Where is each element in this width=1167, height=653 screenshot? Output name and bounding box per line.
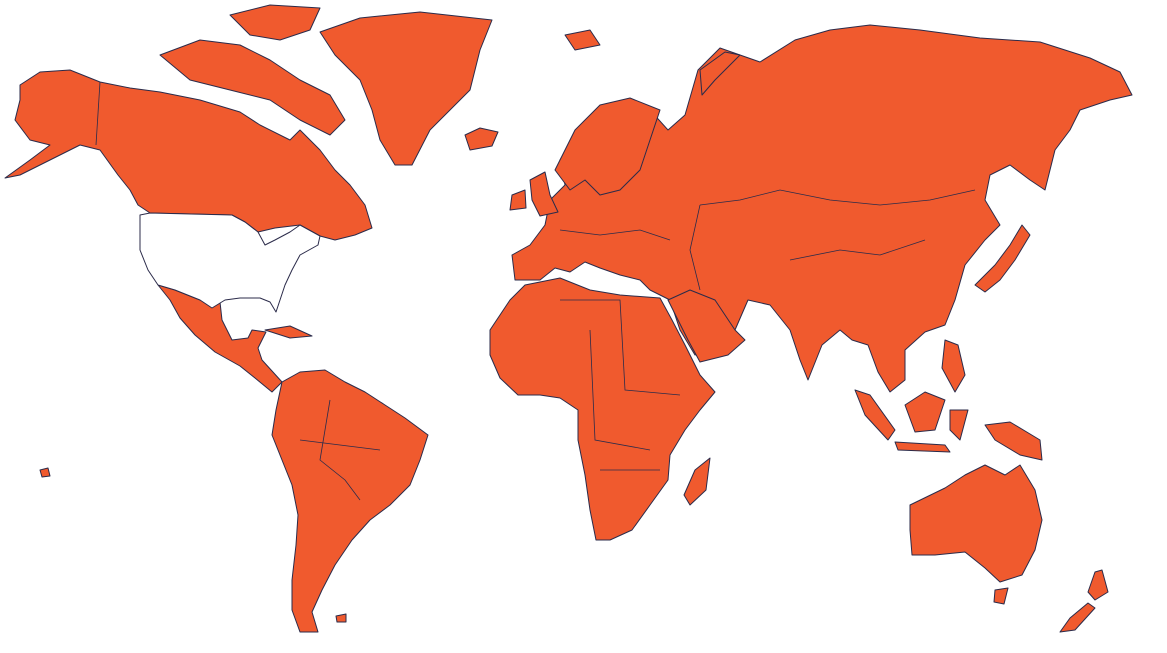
- region-sulawesi: [949, 409, 969, 441]
- region-new-zealand-north: [1087, 569, 1109, 601]
- region-tasmania: [993, 587, 1009, 605]
- country-borders: [95, 81, 976, 501]
- region-united-states: [139, 212, 321, 313]
- region-novaya-zemlya: [699, 51, 741, 96]
- region-ireland: [509, 189, 527, 211]
- region-africa: [489, 277, 716, 541]
- region-new-guinea: [984, 421, 1043, 461]
- region-australia: [909, 464, 1043, 583]
- region-falklands: [335, 613, 347, 623]
- region-borneo: [904, 391, 946, 433]
- region-svalbard: [564, 29, 601, 51]
- region-sumatra: [854, 389, 896, 441]
- region-arctic-islands-2: [229, 4, 321, 41]
- region-greenland: [319, 11, 493, 166]
- region-cuba: [264, 325, 313, 339]
- region-arctic-islands-1: [159, 39, 346, 136]
- region-hawaii: [39, 467, 51, 478]
- region-japan: [974, 224, 1031, 293]
- region-iceland: [464, 127, 499, 151]
- region-java: [894, 441, 951, 453]
- region-mexico-central-america: [157, 284, 283, 393]
- region-philippines: [941, 339, 966, 393]
- region-eurasia: [511, 24, 1133, 393]
- filled-regions: [4, 4, 1133, 633]
- region-new-zealand-south: [1059, 602, 1096, 633]
- region-madagascar: [683, 457, 711, 506]
- region-south-america: [271, 369, 429, 633]
- region-scandinavia: [554, 97, 661, 196]
- region-great-britain: [529, 171, 559, 217]
- region-arabia: [667, 289, 746, 363]
